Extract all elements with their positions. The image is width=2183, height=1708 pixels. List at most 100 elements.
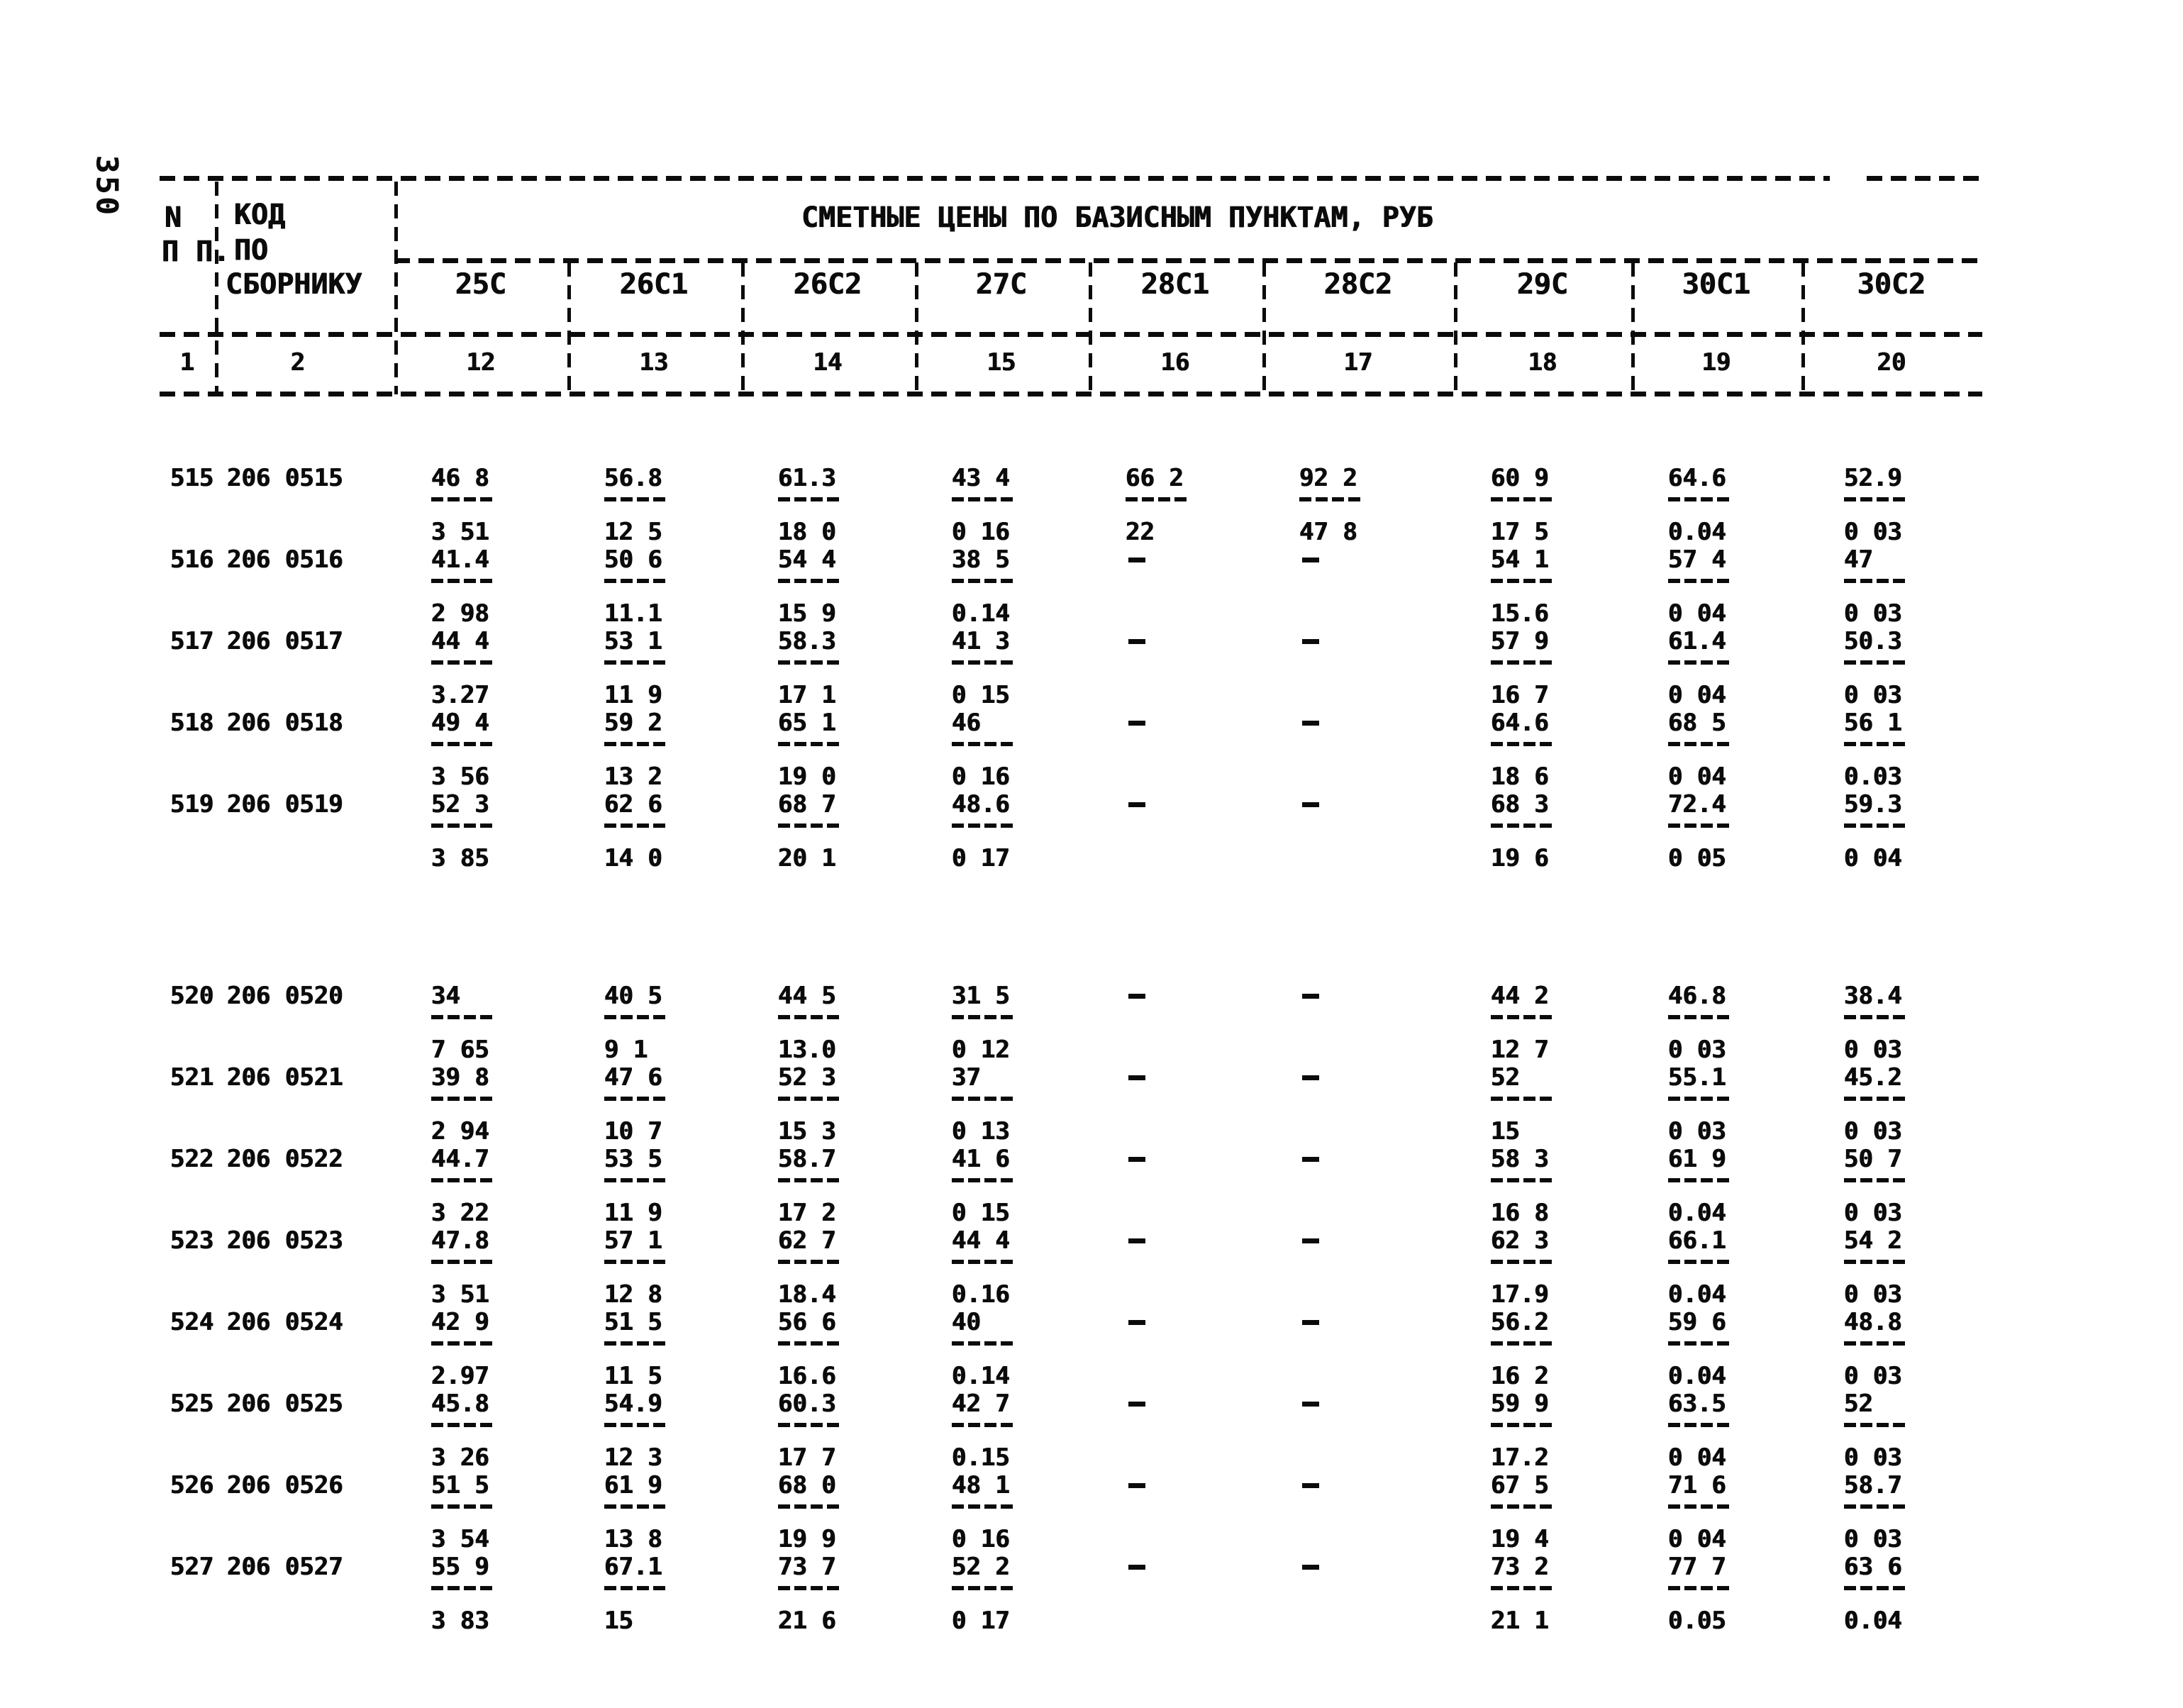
- cell-value-top: 46: [952, 709, 981, 737]
- no-data-dash: [1302, 994, 1319, 999]
- fraction-divider: [604, 1097, 667, 1101]
- cell-value-top: 37: [952, 1063, 981, 1092]
- fraction-divider: [604, 742, 667, 746]
- fraction-divider: [952, 1586, 1014, 1590]
- fraction-divider: [1844, 660, 1906, 665]
- cell-value-top: 44 4: [431, 627, 489, 655]
- cell-value-top: 60.3: [778, 1390, 836, 1418]
- price-column-label: 30С2: [1857, 268, 1926, 301]
- cell-value-top: 58.7: [778, 1145, 836, 1173]
- row-code: 206 0522: [227, 1145, 343, 1173]
- price-column-label: 25С: [455, 268, 507, 301]
- cell-value-top: 66 2: [1126, 464, 1184, 492]
- fraction-divider: [431, 1260, 494, 1264]
- fraction-divider: [952, 1178, 1014, 1182]
- fraction-divider: [604, 660, 667, 665]
- table-row: 520 206 0520 34 7 65 40 5 9 1 44 5 13.0 31 5 0 12…: [0, 982, 2183, 1064]
- cell-value-top: 38.4: [1844, 982, 1902, 1010]
- cell-value-top: 42 9: [431, 1308, 489, 1336]
- fraction-divider: [952, 742, 1014, 746]
- cell-value-bottom: 0.04: [1844, 1607, 1902, 1635]
- cell-value-top: 72.4: [1668, 790, 1726, 819]
- cell-value-top: 59 9: [1491, 1390, 1549, 1418]
- fraction-divider: [1668, 1586, 1731, 1590]
- cell-value-bottom: 20 1: [778, 844, 836, 872]
- column-separator: [741, 262, 745, 394]
- fraction-divider: [1491, 660, 1553, 665]
- cell-value-top: 67 5: [1491, 1471, 1549, 1499]
- no-data-dash: [1128, 1565, 1145, 1570]
- cell-value-top: 59 6: [1668, 1308, 1726, 1336]
- cell-value-bottom: 0 03: [1668, 1117, 1726, 1146]
- no-data-dash: [1302, 558, 1319, 562]
- cell-value-top: 52 3: [431, 790, 489, 819]
- cell-value-top: 49 4: [431, 709, 489, 737]
- column-header-code-line3: СБОРНИКУ: [226, 268, 362, 301]
- fraction-divider: [604, 824, 667, 828]
- cell-value-top: 43 4: [952, 464, 1010, 492]
- fraction-divider: [1491, 497, 1553, 501]
- fraction-divider: [1844, 1423, 1906, 1427]
- column-separator: [1801, 262, 1805, 394]
- cell-value-top: 52: [1844, 1390, 1873, 1418]
- cell-value-bottom: 0 03: [1844, 681, 1902, 709]
- cell-value-top: 67.1: [604, 1553, 662, 1581]
- cell-value-top: 45.8: [431, 1390, 489, 1418]
- cell-value-bottom: 3 83: [431, 1607, 489, 1635]
- cell-value-top: 55 9: [431, 1553, 489, 1581]
- cell-value-top: 50.3: [1844, 627, 1902, 655]
- no-data-dash: [1302, 639, 1319, 644]
- cell-value-top: 56 1: [1844, 709, 1902, 737]
- row-code: 206 0518: [227, 709, 343, 737]
- cell-value-bottom: 0 03: [1844, 1443, 1902, 1472]
- cell-value-bottom: 15 3: [778, 1117, 836, 1146]
- fraction-divider: [952, 1015, 1014, 1019]
- fraction-divider: [778, 1260, 840, 1264]
- fraction-divider: [604, 1015, 667, 1019]
- table-top-border: [160, 176, 1830, 181]
- cell-value-bottom: 0.04: [1668, 1280, 1726, 1309]
- cell-value-top: 61.4: [1668, 627, 1726, 655]
- cell-value-top: 40: [952, 1308, 981, 1336]
- row-number: 515: [170, 464, 214, 492]
- cell-value-bottom: 2 98: [431, 599, 489, 628]
- cell-value-bottom: 0 17: [952, 844, 1010, 872]
- row-code: 206 0526: [227, 1471, 343, 1499]
- cell-value-top: 56.8: [604, 464, 662, 492]
- fraction-divider: [431, 1586, 494, 1590]
- cell-value-bottom: 17 5: [1491, 518, 1549, 546]
- cell-value-top: 63.5: [1668, 1390, 1726, 1418]
- cell-value-bottom: 16.6: [778, 1362, 836, 1390]
- no-data-dash: [1128, 1075, 1145, 1080]
- table-row: 521 206 0521 39 8 2 94 47 6 10 7 52 3 15 3 37 0 1…: [0, 1064, 2183, 1146]
- price-column-label: 28С1: [1140, 268, 1210, 301]
- fraction-divider: [604, 1586, 667, 1590]
- table-row: 522 206 0522 44.7 3 22 53 5 11 9 58.7 17 2 41 6 0…: [0, 1146, 2183, 1227]
- cell-value-top: 50 6: [604, 545, 662, 574]
- price-column-label: 26С2: [793, 268, 862, 301]
- column-number: 18: [1528, 348, 1557, 377]
- row-number: 527: [170, 1553, 214, 1581]
- cell-value-bottom: 16 7: [1491, 681, 1549, 709]
- fraction-divider: [1668, 1097, 1731, 1101]
- fraction-divider: [604, 1504, 667, 1509]
- no-data-dash: [1128, 1483, 1145, 1488]
- cell-value-top: 41 6: [952, 1145, 1010, 1173]
- cell-value-top: 44 4: [952, 1226, 1010, 1255]
- fraction-divider: [1491, 1423, 1553, 1427]
- cell-value-bottom: 17 1: [778, 681, 836, 709]
- cell-value-top: 48 1: [952, 1471, 1010, 1499]
- fraction-divider: [952, 824, 1014, 828]
- table-row: 519 206 0519 52 3 3 85 62 6 14 0 68 7 20 1 48.6 0…: [0, 791, 2183, 872]
- fraction-divider: [1668, 1178, 1731, 1182]
- cell-value-bottom: 0.14: [952, 599, 1010, 628]
- row-code: 206 0527: [227, 1553, 343, 1581]
- fraction-divider: [952, 1504, 1014, 1509]
- cell-value-bottom: 11 5: [604, 1362, 662, 1390]
- cell-value-bottom: 0 05: [1668, 844, 1726, 872]
- cell-value-top: 60 9: [1491, 464, 1549, 492]
- price-column-label: 29С: [1516, 268, 1569, 301]
- row-number: 517: [170, 627, 214, 655]
- column-separator: [1454, 262, 1457, 394]
